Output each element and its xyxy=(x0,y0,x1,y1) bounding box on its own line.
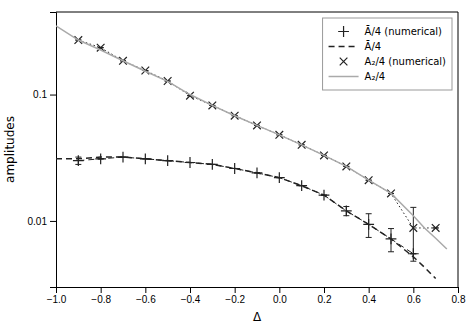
frame xyxy=(458,12,459,287)
tick-label: 0.8 xyxy=(452,294,466,305)
legend-symbol xyxy=(329,46,359,48)
y-axis-title: amplitudes xyxy=(3,116,17,183)
tick: 0.2 xyxy=(318,287,332,305)
point xyxy=(73,155,84,166)
tick-label: −0.2 xyxy=(225,294,245,305)
tick: 0.6 xyxy=(407,287,421,305)
tick: 0.1 xyxy=(33,89,56,100)
legend-symbol xyxy=(329,76,359,78)
tick-label: −0.8 xyxy=(91,294,111,305)
x-axis: −1.0 −0.8 −0.6 −0.4 −0.2 0.0 0.2 0.4 0.6 0.8 xyxy=(47,287,466,305)
legend-label: A₂/4 xyxy=(365,71,386,82)
tick: −0.6 xyxy=(136,287,156,305)
point xyxy=(410,224,418,232)
tick-label: 0.2 xyxy=(318,294,332,305)
tick-label: −0.4 xyxy=(181,294,201,305)
tick-mark xyxy=(458,287,459,293)
tick-mark xyxy=(50,95,56,96)
tick: −0.8 xyxy=(91,287,111,305)
marks xyxy=(56,26,447,279)
tick-label: 0.01 xyxy=(28,216,48,227)
tick-label: −0.6 xyxy=(136,294,156,305)
tick: −0.2 xyxy=(225,287,245,305)
tick: −1.0 xyxy=(47,287,67,305)
tick-label: −1.0 xyxy=(47,294,67,305)
legend-item: Ā/4 xyxy=(329,40,382,52)
line xyxy=(56,26,447,249)
point xyxy=(432,224,440,232)
axis-line xyxy=(50,13,57,288)
error-bar-cap xyxy=(366,237,372,238)
legend-label: Ā/4 xyxy=(365,40,382,52)
chart: −1.0−0.8−0.6−0.4−0.20.00.20.40.60.80.010… xyxy=(0,0,474,329)
tick-mark xyxy=(190,287,191,293)
series xyxy=(56,157,436,278)
frame xyxy=(56,12,458,13)
tick: 0.8 xyxy=(452,287,466,305)
tick: 0.0 xyxy=(273,287,287,305)
tick-mark xyxy=(101,287,102,293)
tick-label: 0.6 xyxy=(407,294,421,305)
tick-label: 0.1 xyxy=(33,89,47,100)
tick-mark xyxy=(145,287,146,293)
legend: Ā/4 (numerical) Ā/4 A₂/4 (numerical) A₂/4 xyxy=(323,18,452,90)
line xyxy=(78,157,413,254)
plot: −1.0−0.8−0.6−0.4−0.20.00.20.40.60.80.010… xyxy=(28,12,466,305)
tick-mark xyxy=(279,287,280,293)
legend-item: Ā/4 (numerical) xyxy=(338,25,442,37)
legend-symbol xyxy=(340,58,348,66)
line xyxy=(56,157,436,278)
error-bar-cap xyxy=(388,251,394,252)
tick-mark xyxy=(235,287,236,293)
legend-label: Ā/4 (numerical) xyxy=(365,25,443,37)
point xyxy=(296,180,307,191)
error-bar-cap xyxy=(366,213,372,214)
tick-mark xyxy=(50,221,56,222)
series xyxy=(73,152,419,259)
error-bar-cap xyxy=(410,261,416,262)
tick-label: 0.0 xyxy=(273,294,287,305)
tick: 0.4 xyxy=(362,287,376,305)
point xyxy=(363,219,374,230)
tick-mark xyxy=(369,287,370,293)
tick: −0.4 xyxy=(181,287,201,305)
error-bar-cap xyxy=(410,207,416,208)
legend-label: A₂/4 (numerical) xyxy=(365,56,447,67)
y-axis: 0.01 0.1 xyxy=(28,13,57,288)
tick-mark xyxy=(324,287,325,293)
tick-mark xyxy=(413,287,414,293)
legend-item: A₂/4 xyxy=(329,71,386,82)
tick: 0.01 xyxy=(28,216,56,227)
axis-line xyxy=(57,288,459,294)
legend-symbol xyxy=(338,26,349,37)
point xyxy=(95,153,106,164)
x-axis-title: Δ xyxy=(253,310,262,324)
series xyxy=(56,26,447,249)
error-bar-cap xyxy=(388,228,394,229)
tick-label: 0.4 xyxy=(362,294,376,305)
legend-frame xyxy=(323,18,452,90)
legend-item: A₂/4 (numerical) xyxy=(340,56,446,67)
